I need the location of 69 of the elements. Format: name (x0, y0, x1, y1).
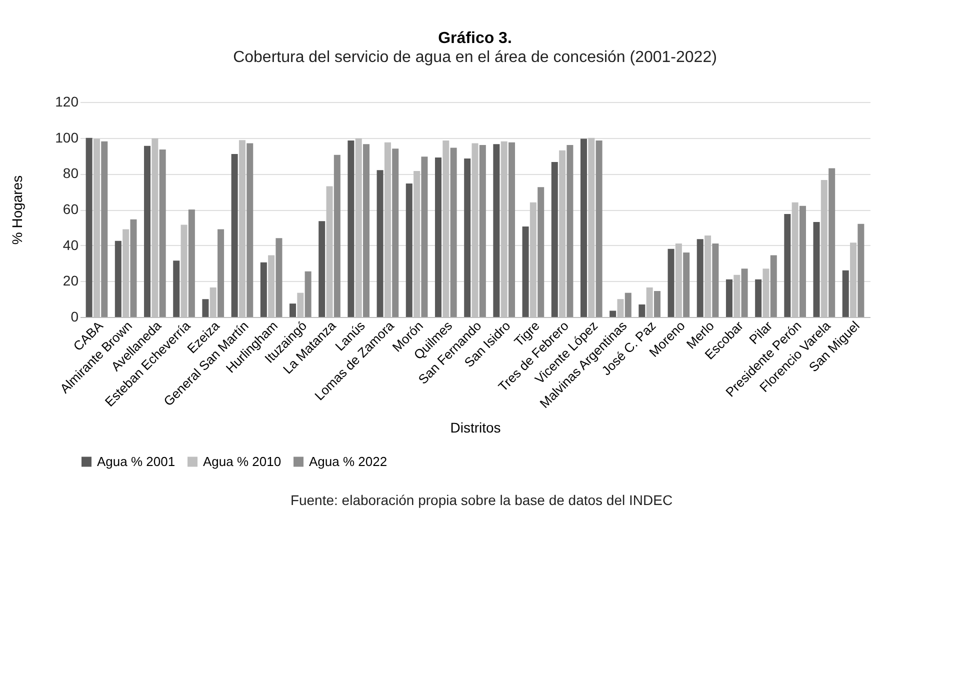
bar (173, 260, 180, 317)
bar (580, 138, 587, 317)
bar (276, 238, 282, 317)
bar (318, 221, 326, 317)
bar (334, 154, 340, 317)
bar (450, 148, 457, 317)
y-axis-title: % Hogares (9, 175, 26, 245)
bar (202, 299, 209, 317)
bar (538, 187, 544, 317)
bar (188, 210, 195, 317)
bar (842, 270, 849, 317)
bar (638, 304, 646, 317)
bar (858, 224, 864, 317)
bar (434, 158, 442, 317)
bar (596, 140, 602, 317)
bar (668, 248, 674, 317)
bar (624, 292, 632, 317)
bar (799, 206, 806, 317)
bar (741, 268, 748, 317)
bar (86, 138, 92, 317)
y-tick-label: 0 (70, 308, 79, 324)
bar (231, 154, 238, 317)
bar (464, 158, 471, 317)
chart-subtitle: Cobertura del servicio de agua en el área de concesión (2001-2022) (233, 49, 717, 66)
bar (770, 255, 777, 317)
bar (246, 143, 254, 317)
y-tick-label: 100 (55, 129, 79, 146)
bar (784, 214, 791, 317)
bar (218, 229, 224, 317)
x-axis-title: Distritos (450, 419, 501, 436)
y-tick-label: 120 (55, 94, 79, 110)
chart-title: Gráfico 3. (438, 30, 512, 47)
bar (493, 144, 500, 317)
bar (348, 140, 354, 317)
bar (508, 142, 516, 317)
bar (101, 141, 108, 317)
bar (683, 252, 690, 317)
bar (479, 145, 486, 317)
source-note: Fuente: elaboración propia sobre la base de datos del INDEC (289, 492, 674, 508)
bar (290, 304, 296, 317)
bar (712, 244, 719, 317)
bar (654, 291, 660, 317)
bar (114, 240, 122, 317)
legend-label: Agua % 2010 (203, 454, 282, 469)
bar (610, 310, 616, 317)
bar (159, 149, 166, 317)
bar (755, 279, 762, 317)
bar (130, 219, 137, 317)
legend-label: Agua % 2001 (97, 454, 176, 469)
bar (260, 262, 267, 317)
bar (813, 222, 820, 317)
bar (828, 168, 836, 317)
bar (696, 239, 704, 317)
bar (551, 162, 558, 317)
bar (304, 271, 312, 317)
y-tick-label: 20 (62, 272, 79, 289)
bar (522, 226, 529, 317)
bar (421, 156, 428, 317)
y-tick-label: 40 (62, 236, 79, 253)
bar (363, 144, 370, 317)
bar (406, 184, 412, 317)
y-tick-label: 60 (62, 201, 79, 217)
bar (392, 148, 399, 317)
bar (144, 146, 151, 317)
y-tick-label: 80 (62, 165, 79, 182)
bar (726, 279, 732, 317)
legend-label: Agua % 2022 (309, 454, 388, 469)
bar (566, 145, 574, 317)
bar (376, 170, 384, 317)
